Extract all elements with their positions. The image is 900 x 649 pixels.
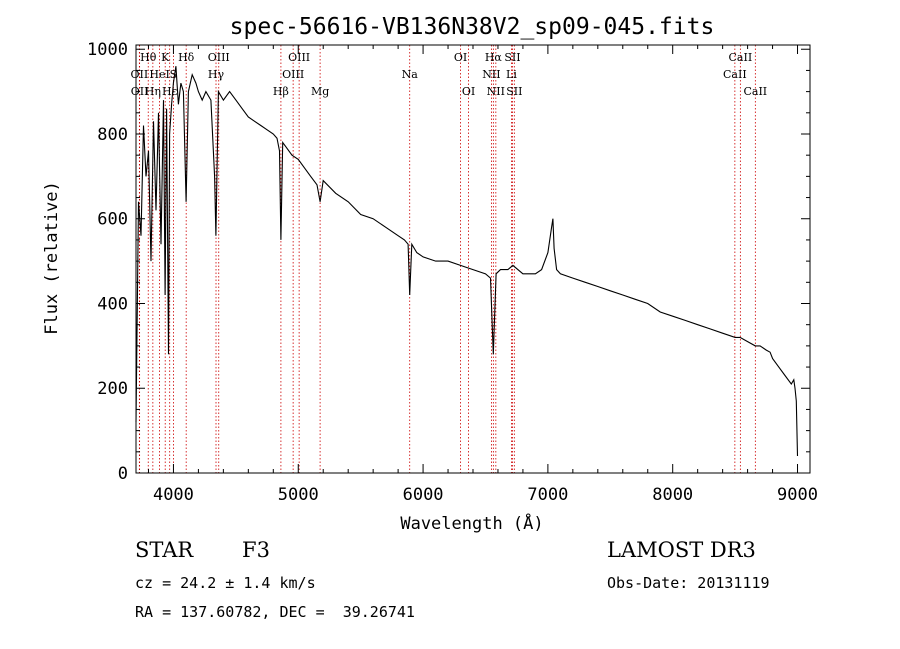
- x-tick-label-1: 5000: [278, 485, 319, 505]
- observation-date: Obs-Date: 20131119: [607, 574, 770, 592]
- x-axis-ticks: 4000 5000 6000 7000 8000 9000: [147, 45, 818, 505]
- line-label-10: Hγ: [208, 68, 225, 81]
- x-axis-label: Wavelength (Å): [400, 512, 543, 534]
- line-label-4: HeI: [149, 68, 169, 81]
- line-label-16: OI: [454, 51, 467, 64]
- x-tick-label-0: 4000: [153, 485, 194, 505]
- line-label-1: OII: [131, 68, 149, 81]
- line-label-26: CaII: [743, 85, 767, 98]
- plot-frame: [135, 44, 811, 474]
- spectrum-series-line: [135, 66, 799, 457]
- redshift-velocity: cz = 24.2 ± 1.4 km/s: [135, 574, 316, 592]
- spectral-line-markers: [138, 45, 756, 473]
- line-label-7: S: [170, 68, 178, 81]
- object-subclass: F3: [242, 538, 270, 562]
- line-label-18: Hα: [485, 51, 503, 64]
- line-label-11: Hβ: [273, 85, 289, 98]
- line-label-3: Hη: [145, 85, 161, 98]
- y-axis-label: Flux (relative): [42, 181, 62, 335]
- survey-name: LAMOST DR3: [607, 538, 756, 562]
- line-label-17: OI: [462, 85, 475, 98]
- x-tick-label-2: 6000: [403, 485, 444, 505]
- object-class: STAR: [135, 538, 194, 562]
- chart-title: spec-56616-VB136N38V2_sp09-045.fits: [230, 14, 715, 40]
- line-label-21: SII: [504, 51, 520, 64]
- line-label-5: Hε: [162, 85, 178, 98]
- line-label-24: CaII: [729, 51, 753, 64]
- y-axis-ticks: 0 200 400 600 800 1000: [87, 40, 810, 484]
- x-tick-label-4: 8000: [652, 485, 693, 505]
- line-label-14: Mg: [311, 85, 329, 98]
- y-tick-label-4: 800: [97, 125, 128, 145]
- line-label-6: K: [161, 51, 170, 64]
- line-label-13: OIII: [288, 51, 310, 64]
- y-tick-label-1: 200: [97, 379, 128, 399]
- line-label-15: Na: [402, 68, 419, 81]
- line-label-25: CaII: [723, 68, 747, 81]
- line-label-0: Hθ: [140, 51, 157, 64]
- x-tick-label-3: 7000: [527, 485, 568, 505]
- line-label-20: NII: [487, 85, 505, 98]
- line-label-8: Hδ: [178, 51, 195, 64]
- line-label-12: OIII: [282, 68, 304, 81]
- y-tick-label-3: 600: [97, 210, 128, 230]
- y-tick-label-0: 0: [118, 464, 128, 484]
- line-label-22: Li: [506, 68, 517, 81]
- sky-coordinates: RA = 137.60782, DEC = 39.26741: [135, 603, 415, 621]
- line-label-23: SII: [506, 85, 522, 98]
- line-label-19: NII: [482, 68, 500, 81]
- y-tick-label-2: 400: [97, 294, 128, 314]
- x-tick-label-5: 9000: [777, 485, 818, 505]
- line-label-9: OIII: [208, 51, 230, 64]
- y-tick-label-5: 1000: [87, 40, 128, 60]
